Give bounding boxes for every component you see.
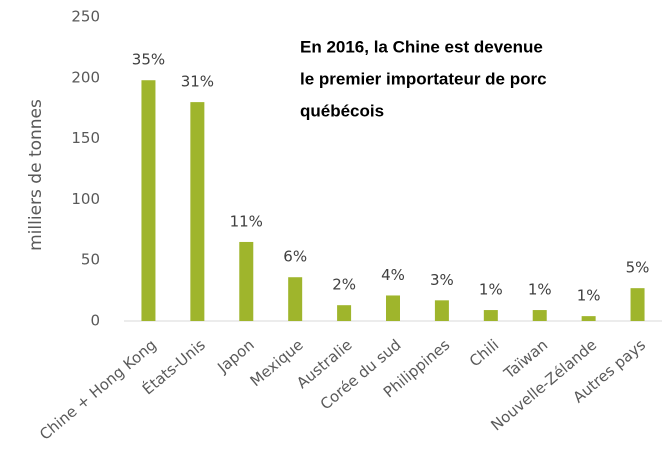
bar	[141, 80, 156, 322]
x-tick-label: Chine + Hong Kong	[36, 336, 160, 444]
y-tick-label: 250	[71, 8, 100, 26]
y-tick-label: 50	[81, 251, 100, 269]
y-axis-label: milliers de tonnes	[26, 99, 46, 251]
bar	[581, 316, 596, 321]
share-label: 1%	[479, 281, 503, 299]
share-label: 31%	[181, 73, 214, 91]
bar	[483, 310, 498, 321]
x-tick-label: Japon	[213, 336, 257, 377]
bar	[288, 277, 303, 321]
share-label: 6%	[283, 248, 307, 266]
share-label: 11%	[230, 212, 263, 230]
y-tick-label: 150	[71, 129, 100, 147]
y-tick-label: 0	[90, 312, 100, 330]
bar	[386, 295, 400, 321]
share-label: 2%	[332, 276, 356, 294]
annotation: En 2016, la Chine est devenue	[300, 37, 543, 56]
bar	[630, 288, 645, 321]
x-tick-label: Chili	[466, 336, 502, 371]
share-label: 4%	[381, 266, 405, 284]
share-label: 35%	[132, 51, 165, 69]
y-tick-label: 200	[71, 68, 100, 86]
bar	[190, 102, 205, 322]
annotation: québécois	[300, 101, 384, 120]
bar	[337, 305, 352, 321]
bar	[239, 241, 254, 321]
bar	[434, 300, 449, 321]
y-tick-label: 100	[71, 190, 100, 208]
share-label: 3%	[430, 271, 454, 289]
share-label: 1%	[577, 287, 601, 305]
annotation: le premier importateur de porc	[300, 69, 547, 88]
share-label: 5%	[626, 259, 650, 277]
share-label: 1%	[528, 281, 552, 299]
bar	[532, 310, 547, 321]
